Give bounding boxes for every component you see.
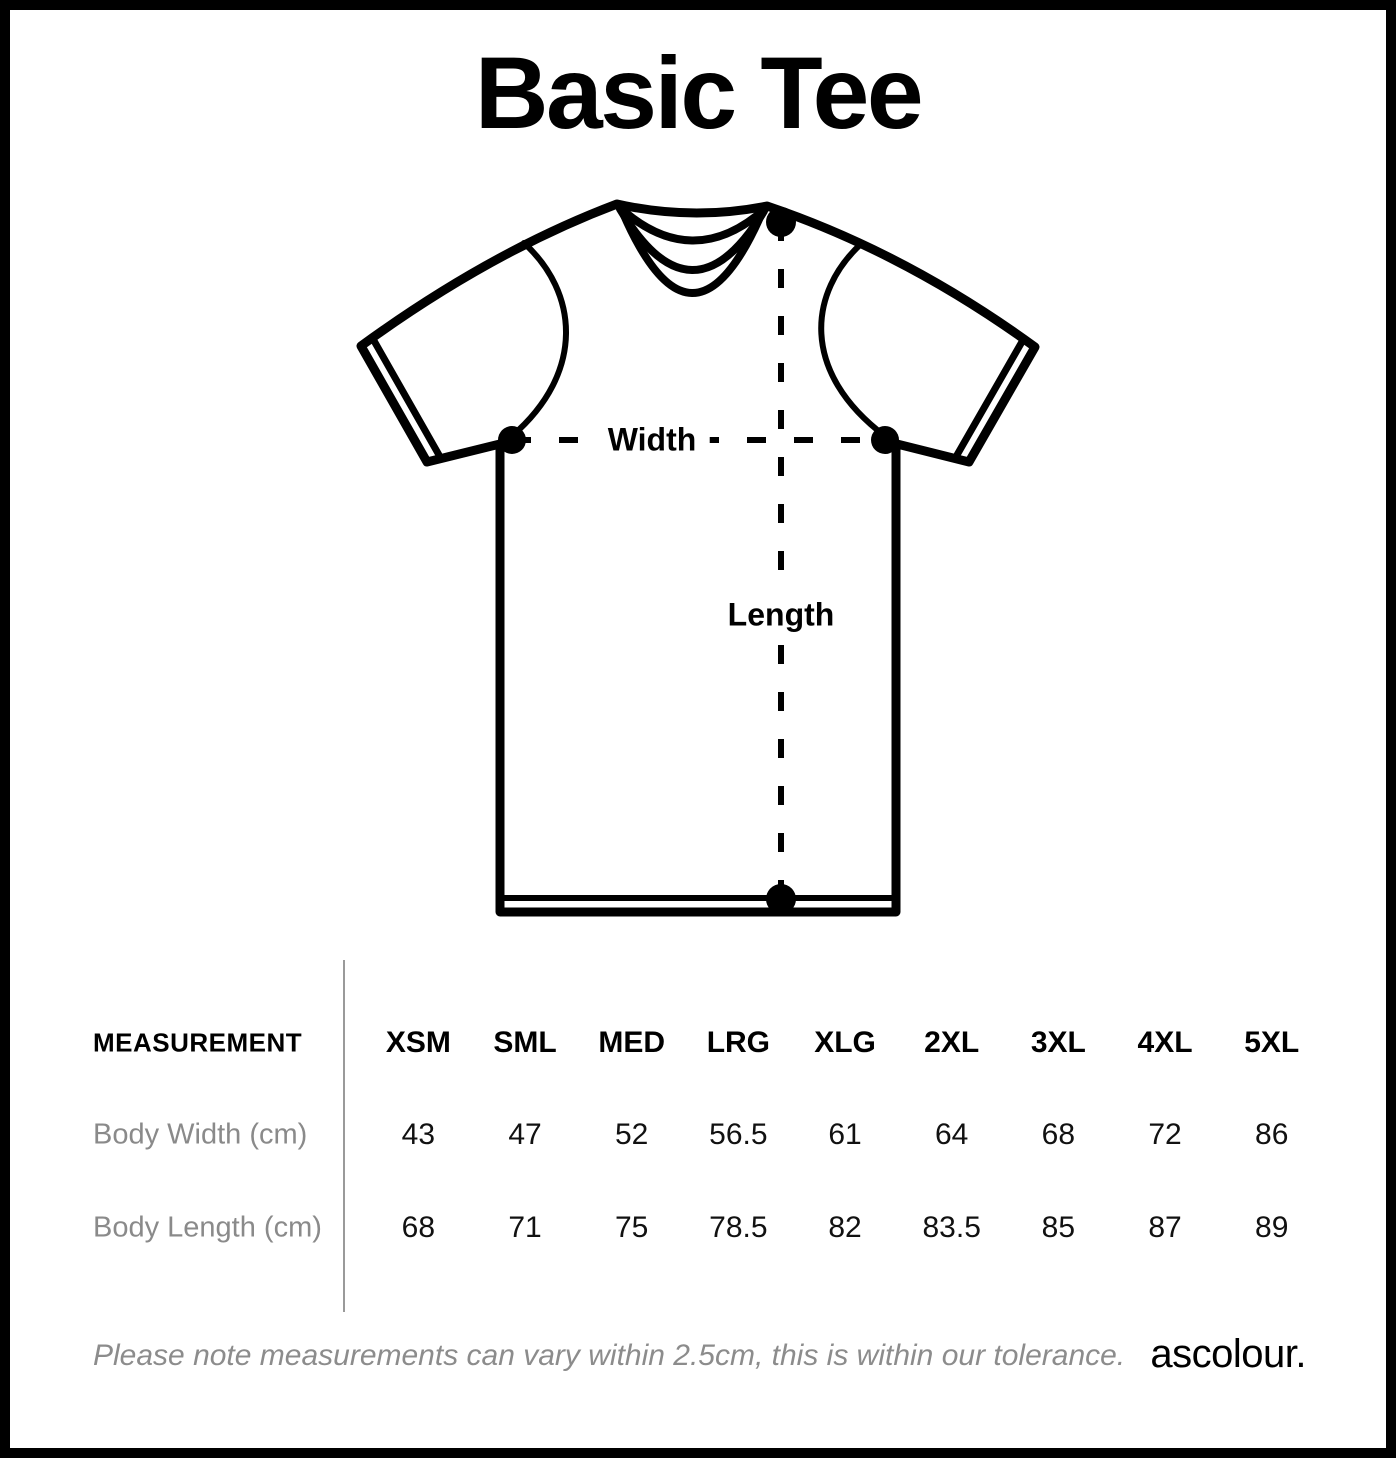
size-header-sml: SML [493,1026,557,1059]
body-length-value: 75 [614,1211,649,1244]
size-header-xsm: XSM [385,1026,451,1059]
measurement-column-header: MEASUREMENT [93,1027,303,1058]
body-width-value: 56.5 [709,1118,768,1151]
body-length-row-label: Body Length (cm) [93,1211,322,1244]
body-width-value: 52 [614,1118,649,1151]
brand-logo: ascolour. [1150,1332,1306,1376]
body-length-value: 82 [828,1211,862,1244]
body-length-value: 85 [1041,1211,1076,1244]
width-dimension-label: Width [594,421,710,459]
body-width-values: 43 47 52 56.5 61 64 68 72 86 [365,1113,1325,1157]
body-length-values: 68 71 75 78.5 82 83.5 85 87 89 [365,1206,1325,1250]
tee-outline-drawing [356,199,1040,917]
body-width-value: 68 [1041,1118,1076,1151]
body-length-value: 78.5 [709,1211,768,1244]
tolerance-note: Please note measurements can vary within… [93,1339,1126,1372]
body-width-value: 86 [1255,1118,1289,1151]
body-width-value: 47 [508,1118,542,1151]
page-title: Basic Tee [474,36,924,150]
body-width-row-label: Body Width (cm) [93,1118,308,1151]
size-header-cells: XSM SML MED LRG XLG 2XL 3XL 4XL 5XL [365,1021,1325,1065]
body-length-row: Body Length (cm) 68 71 75 78.5 82 83.5 8… [0,1206,1396,1250]
body-width-value: 64 [935,1118,969,1151]
tee-diagram: Width Length [340,185,1060,925]
body-length-value: 68 [401,1211,436,1244]
body-length-value: 89 [1255,1211,1289,1244]
body-width-value: 43 [401,1118,436,1151]
size-header-xlg: XLG [814,1026,876,1059]
size-header-2xl: 2XL [924,1026,980,1059]
size-header-4xl: 4XL [1137,1026,1193,1059]
size-header-lrg: LRG [706,1026,771,1059]
size-header-med: MED [598,1026,666,1059]
table-divider-line [343,960,345,1312]
body-length-value: 87 [1148,1211,1182,1244]
body-length-value: 71 [508,1211,542,1244]
size-header-3xl: 3XL [1030,1026,1086,1059]
body-width-value: 61 [828,1118,862,1151]
size-header-5xl: 5XL [1244,1026,1300,1059]
body-length-value: 83.5 [922,1211,981,1244]
size-header-row: MEASUREMENT XSM SML MED LRG XLG 2XL 3XL … [0,1021,1396,1065]
body-width-value: 72 [1148,1118,1182,1151]
length-dimension-label: Length [714,596,848,634]
body-width-row: Body Width (cm) 43 47 52 56.5 61 64 68 7… [0,1113,1396,1157]
